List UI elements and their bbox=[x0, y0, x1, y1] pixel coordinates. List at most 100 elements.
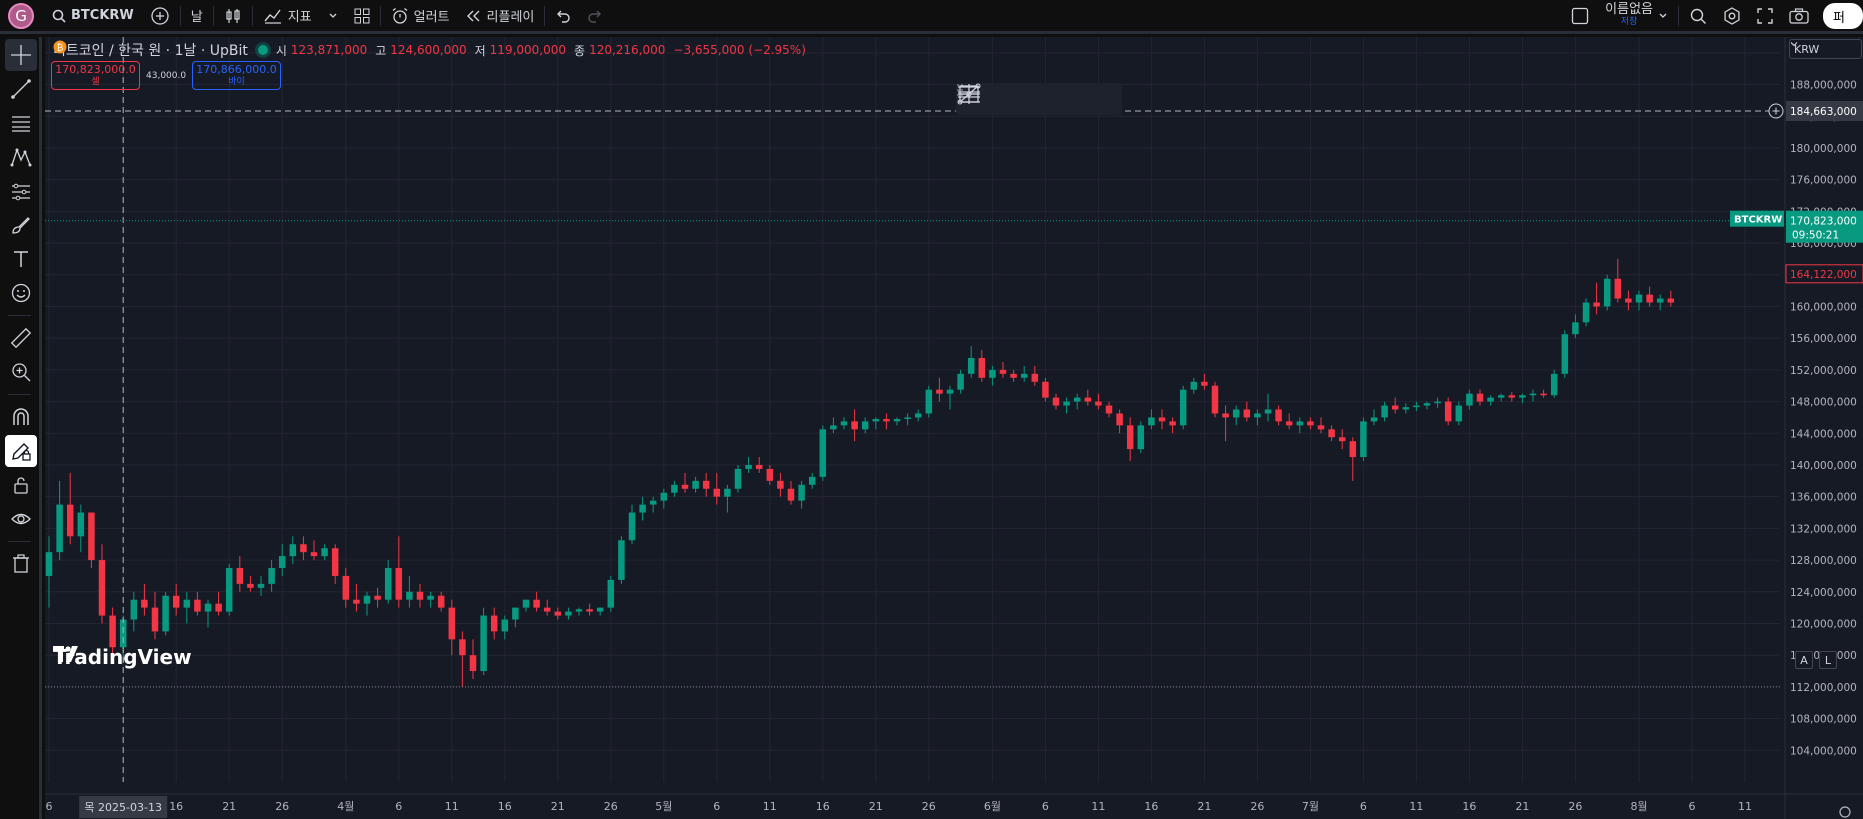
settings-button[interactable] bbox=[1715, 0, 1749, 33]
log-scale-button[interactable]: L bbox=[1819, 651, 1837, 669]
x-tick-label: 26 bbox=[922, 800, 936, 813]
candle-body bbox=[310, 552, 318, 557]
candle-body bbox=[437, 595, 445, 608]
candle-body bbox=[215, 603, 222, 612]
chart-pane[interactable]: 104,000,000108,000,000112,000,000116,000… bbox=[45, 37, 1863, 819]
publish-button[interactable]: 퍼블 bbox=[1823, 2, 1863, 29]
snapshot-button[interactable] bbox=[1781, 0, 1817, 33]
pattern-tool[interactable] bbox=[5, 141, 37, 173]
zoom-search-icon bbox=[1690, 8, 1706, 24]
quick-search-button[interactable] bbox=[1681, 0, 1715, 33]
divider bbox=[544, 5, 546, 26]
fullscreen-button[interactable] bbox=[1749, 0, 1781, 33]
templates-button[interactable] bbox=[346, 0, 378, 33]
price-chart[interactable]: 104,000,000108,000,000112,000,000116,000… bbox=[45, 37, 1863, 819]
candle-body bbox=[268, 568, 275, 584]
candle-body bbox=[639, 504, 646, 513]
candle-body bbox=[1370, 417, 1378, 422]
candle-body bbox=[1010, 373, 1017, 378]
candle-body bbox=[692, 480, 699, 489]
redo-icon bbox=[588, 10, 602, 23]
y-tick-label: 180,000,000 bbox=[1790, 143, 1857, 155]
lock-drawings-tool[interactable] bbox=[5, 469, 37, 501]
candle-body bbox=[1593, 302, 1600, 307]
x-tick-label: 21 bbox=[1197, 800, 1211, 813]
high-label: 고 bbox=[375, 43, 387, 58]
layout-name-button[interactable]: 이름없음 저장 bbox=[1597, 0, 1676, 33]
divider bbox=[8, 315, 31, 316]
magnet-tool[interactable] bbox=[5, 401, 37, 433]
interval-button[interactable]: 날 bbox=[183, 0, 211, 33]
tradingview-logo[interactable]: TradingView bbox=[53, 645, 192, 669]
legend-title[interactable]: 비트코인 / 한국 원 · 1날 · UpBit bbox=[53, 43, 248, 59]
chart-type-button[interactable] bbox=[216, 0, 250, 33]
candle-body bbox=[490, 615, 498, 632]
quick-trade: 170,823,000.0 셀 43,000.0 170,866,000.0 바… bbox=[51, 61, 281, 90]
remove-drawings-tool[interactable] bbox=[5, 548, 37, 580]
candle-body bbox=[278, 556, 286, 569]
candle-body bbox=[66, 504, 74, 537]
candle-body bbox=[1084, 397, 1092, 402]
axis-settings-icon[interactable] bbox=[1839, 806, 1851, 818]
x-tick-label: 16 bbox=[816, 800, 830, 813]
user-avatar[interactable]: G bbox=[8, 2, 34, 29]
symbol-search-button[interactable]: BTCKRW bbox=[44, 0, 142, 33]
candle-body bbox=[1540, 393, 1547, 396]
tradingview-mark-icon bbox=[53, 646, 78, 662]
open-value: 123,871,000 bbox=[290, 43, 368, 57]
layout-button[interactable] bbox=[1563, 0, 1597, 33]
measure-tool[interactable] bbox=[5, 322, 37, 354]
candle-body bbox=[766, 468, 774, 481]
hide-drawings-tool[interactable] bbox=[5, 503, 37, 535]
candle-body bbox=[1020, 373, 1028, 378]
buy-button[interactable]: 170,866,000.0 바이 bbox=[192, 61, 281, 90]
x-tick-label: 4월 bbox=[337, 800, 354, 813]
indicators-button[interactable]: 지표 bbox=[255, 0, 320, 33]
x-tick-label: 6 bbox=[1042, 800, 1049, 813]
text-tool[interactable] bbox=[5, 243, 37, 275]
candle-body bbox=[1158, 417, 1166, 422]
alarm-clock-icon bbox=[392, 7, 408, 24]
fullscreen-icon bbox=[1757, 7, 1773, 24]
zoom-in-tool[interactable] bbox=[5, 356, 37, 388]
replay-button[interactable]: 리플레이 bbox=[458, 0, 543, 33]
candle-body bbox=[893, 419, 901, 422]
emoji-tool[interactable] bbox=[5, 277, 37, 309]
pencil-lock-icon bbox=[12, 443, 31, 461]
stay-in-drawing-mode-tool[interactable] bbox=[5, 435, 37, 467]
indicators-dropdown[interactable] bbox=[320, 0, 346, 33]
y-tick-label: 144,000,000 bbox=[1790, 428, 1857, 440]
candle-body bbox=[914, 413, 922, 418]
candle-body bbox=[649, 500, 657, 505]
x-tick-label: 16 bbox=[169, 800, 183, 813]
spread-value: 43,000.0 bbox=[146, 70, 187, 81]
redo-button[interactable] bbox=[579, 0, 611, 33]
trend-line-tool[interactable] bbox=[5, 73, 37, 105]
layout-name-text: 이름없음 bbox=[1605, 1, 1653, 17]
candle-body bbox=[819, 429, 827, 477]
candle-body bbox=[660, 492, 668, 501]
brush-tool[interactable] bbox=[5, 209, 37, 241]
compare-button[interactable] bbox=[142, 0, 178, 33]
candle-body bbox=[501, 619, 509, 632]
undo-button[interactable] bbox=[547, 0, 579, 33]
forecast-tool[interactable] bbox=[5, 175, 37, 207]
position-box-icon[interactable] bbox=[956, 83, 982, 105]
divider bbox=[1678, 5, 1679, 26]
candle-body bbox=[1169, 421, 1176, 426]
currency-select[interactable]: KRW bbox=[1789, 39, 1862, 59]
fib-tool[interactable] bbox=[5, 107, 37, 139]
candle-body bbox=[1264, 409, 1272, 414]
candle-body bbox=[1307, 421, 1314, 426]
candle-body bbox=[596, 607, 604, 612]
auto-scale-button[interactable]: A bbox=[1795, 651, 1813, 669]
crosshair-tool[interactable] bbox=[5, 39, 37, 71]
sell-button[interactable]: 170,823,000.0 셀 bbox=[51, 61, 140, 90]
candle-body bbox=[56, 504, 63, 553]
symbol-tag-bg bbox=[1730, 210, 1784, 227]
x-tick-label: 21 bbox=[222, 800, 236, 813]
prev-close-tag bbox=[1785, 264, 1863, 284]
alert-button[interactable]: 얼러트 bbox=[383, 0, 458, 33]
x-tick-label: 6 bbox=[46, 800, 53, 813]
candle-body bbox=[162, 595, 169, 632]
